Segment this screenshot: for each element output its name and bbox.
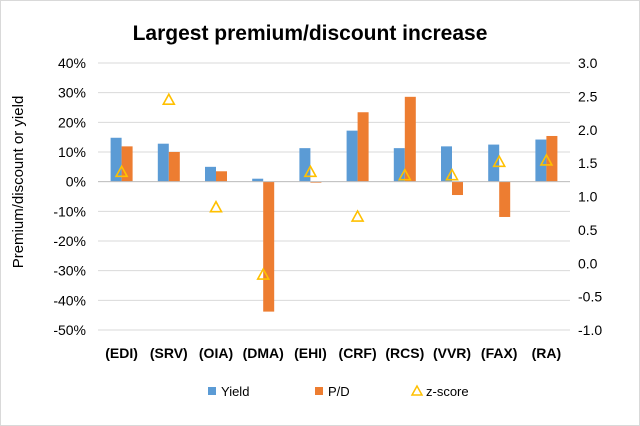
left-tick-label: 40% bbox=[58, 55, 86, 71]
legend-swatch-2 bbox=[410, 384, 424, 396]
category-label: (CRF) bbox=[339, 345, 377, 361]
legend-swatch-1 bbox=[315, 387, 323, 395]
bar-yield-9 bbox=[535, 139, 547, 182]
gridlines bbox=[98, 62, 570, 331]
left-tick-label: -50% bbox=[53, 322, 86, 338]
right-tick-label: 2.0 bbox=[578, 122, 598, 138]
category-labels: (EDI) (SRV) (OIA) (DMA) (EHI) (CRF) (RCS) (VVR)… bbox=[105, 345, 561, 361]
legend-swatch-0 bbox=[208, 387, 216, 395]
zscore-marker-1 bbox=[161, 92, 176, 106]
right-tick-label: -1.0 bbox=[578, 322, 602, 338]
chart-title: Largest premium/discount increase bbox=[133, 22, 488, 45]
bar-yield-3 bbox=[252, 178, 264, 182]
right-tick-label: 2.5 bbox=[578, 88, 598, 104]
zscore-marker-2 bbox=[209, 200, 223, 213]
left-tick-label: 0% bbox=[66, 174, 86, 190]
bar-p-d-9 bbox=[546, 135, 558, 182]
bar-yield-2 bbox=[205, 166, 216, 182]
legend: Yield P/D z-score bbox=[208, 384, 469, 399]
left-tick-label: 10% bbox=[58, 144, 86, 160]
left-tick-label: 20% bbox=[58, 114, 86, 130]
right-tick-labels: 3.0 2.5 2.0 1.5 1.0 0.5 0.0 -0.5 -1.0 bbox=[578, 55, 602, 338]
bar-yield-4 bbox=[299, 148, 311, 182]
y-axis-title: Premium/discount or yield bbox=[10, 96, 27, 269]
left-tick-label: -40% bbox=[53, 292, 86, 308]
category-label: (OIA) bbox=[199, 345, 233, 361]
legend-label-2: z-score bbox=[426, 384, 469, 399]
zscore-marker-6 bbox=[397, 167, 412, 181]
right-tick-label: 1.5 bbox=[578, 155, 598, 171]
bar-p-d-0 bbox=[121, 146, 133, 182]
bar-p-d-7 bbox=[452, 181, 463, 196]
zscore-marker-3 bbox=[256, 267, 271, 280]
category-label: (FAX) bbox=[481, 345, 518, 361]
left-tick-labels: 40% 30% 20% 10% 0% -10% -20% -30% -40% -50% bbox=[53, 55, 86, 338]
zscore-marker-8 bbox=[492, 154, 507, 168]
bar-p-d-1 bbox=[168, 152, 180, 182]
bar-p-d-6 bbox=[404, 96, 416, 182]
bar-p-d-5 bbox=[357, 112, 369, 182]
bar-yield-6 bbox=[393, 148, 405, 182]
legend-label-0: Yield bbox=[221, 384, 249, 399]
zscore-marker-0 bbox=[114, 164, 129, 178]
zscore-markers bbox=[114, 92, 554, 280]
bar-yield-7 bbox=[441, 146, 452, 182]
bar-yield-5 bbox=[346, 130, 358, 182]
left-tick-label: -20% bbox=[53, 233, 86, 249]
bar-p-d-2 bbox=[216, 171, 227, 182]
left-tick-label: -30% bbox=[53, 263, 86, 279]
left-tick-label: 30% bbox=[58, 85, 86, 101]
bar-p-d-3 bbox=[263, 181, 275, 312]
bar-series bbox=[110, 96, 558, 312]
zscore-marker-9 bbox=[539, 153, 554, 166]
right-tick-label: 0.0 bbox=[578, 255, 598, 271]
bar-yield-1 bbox=[157, 143, 169, 182]
right-tick-label: 1.0 bbox=[578, 189, 598, 205]
zscore-marker-4 bbox=[303, 164, 318, 178]
right-tick-label: 0.5 bbox=[578, 222, 598, 238]
category-label: (RCS) bbox=[385, 345, 424, 361]
zscore-marker-5 bbox=[350, 209, 365, 222]
legend-label-1: P/D bbox=[328, 384, 350, 399]
category-label: (EDI) bbox=[105, 345, 138, 361]
category-label: (DMA) bbox=[243, 345, 284, 361]
bar-yield-0 bbox=[110, 137, 122, 182]
right-tick-label: -0.5 bbox=[578, 289, 602, 305]
category-label: (VVR) bbox=[433, 345, 471, 361]
left-tick-label: -10% bbox=[53, 203, 86, 219]
right-tick-label: 3.0 bbox=[578, 55, 598, 71]
bar-yield-8 bbox=[488, 144, 500, 182]
bar-p-d-8 bbox=[499, 181, 511, 217]
category-label: (SRV) bbox=[150, 345, 188, 361]
category-label: (EHI) bbox=[294, 345, 327, 361]
zscore-marker-7 bbox=[445, 167, 459, 181]
category-label: (RA) bbox=[532, 345, 562, 361]
